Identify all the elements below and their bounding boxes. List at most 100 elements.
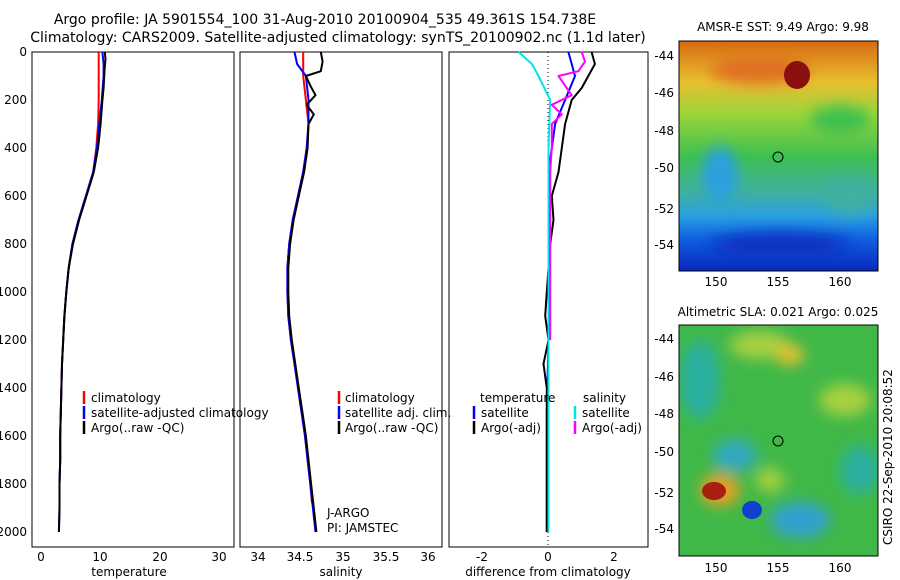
low-anomaly bbox=[840, 446, 878, 494]
difference-x-axis: -2 0 2 difference from climatology bbox=[465, 550, 631, 579]
series-line-argo-raw-qc bbox=[287, 51, 324, 533]
low-anomaly bbox=[680, 340, 720, 420]
lat-tick: -54 bbox=[654, 522, 674, 536]
cold-patch bbox=[710, 233, 850, 257]
depth-tick: 200 bbox=[4, 93, 27, 107]
x-tick: 0 bbox=[544, 550, 552, 564]
low-anomaly bbox=[713, 439, 757, 471]
low-anomaly bbox=[770, 502, 830, 538]
temperature-x-label: temperature bbox=[91, 565, 166, 579]
sst-map bbox=[679, 41, 878, 271]
x-tick: 0 bbox=[37, 550, 45, 564]
sla-texture bbox=[680, 331, 878, 538]
lon-tick: 160 bbox=[829, 561, 852, 575]
x-tick: 2 bbox=[610, 550, 618, 564]
depth-tick: 0 bbox=[19, 45, 27, 59]
salinity-x-label: salinity bbox=[319, 565, 362, 579]
lat-tick: -52 bbox=[654, 486, 674, 500]
depth-tick: 400 bbox=[4, 141, 27, 155]
difference-legend-temperature: temperature satellite Argo(-adj) bbox=[472, 391, 555, 435]
lon-tick: 155 bbox=[767, 275, 790, 289]
depth-tick: 2000 bbox=[0, 525, 27, 539]
lat-tick: -50 bbox=[654, 445, 674, 459]
difference-profile-lines bbox=[517, 51, 596, 532]
sla-map-frame bbox=[678, 324, 879, 557]
warm-eddy bbox=[784, 61, 810, 89]
x-tick: 34 bbox=[250, 550, 265, 564]
high-anomaly bbox=[730, 331, 790, 359]
legend-label: Argo(-adj) bbox=[582, 421, 642, 435]
lon-tick: 150 bbox=[705, 275, 728, 289]
argo-position-marker bbox=[772, 151, 784, 163]
figure-title-line2: Climatology: CARS2009. Satellite-adjuste… bbox=[30, 30, 645, 46]
x-tick: 30 bbox=[211, 550, 226, 564]
figure-title-line1: Argo profile: JA 5901554_100 31-Aug-2010… bbox=[54, 12, 596, 28]
legend-label: climatology bbox=[345, 391, 415, 405]
salinity-x-axis: 34 34.5 35 35.5 36 salinity bbox=[250, 550, 435, 579]
x-tick: -2 bbox=[476, 550, 488, 564]
lon-tick: 160 bbox=[829, 275, 852, 289]
legend-label: satellite bbox=[481, 406, 529, 420]
warm-patch bbox=[810, 106, 870, 134]
positive-eddy bbox=[702, 482, 726, 500]
x-tick: 36 bbox=[420, 550, 435, 564]
x-tick: 35 bbox=[335, 550, 350, 564]
salinity-profile-lines bbox=[286, 51, 324, 533]
legend-heading: temperature bbox=[480, 391, 555, 405]
lat-tick: -44 bbox=[654, 332, 674, 346]
legend-label: Argo(-adj) bbox=[481, 421, 541, 435]
depth-tick: 1000 bbox=[0, 285, 27, 299]
high-anomaly bbox=[756, 468, 784, 492]
float-pi-label: PI: JAMSTEC bbox=[327, 521, 398, 535]
lat-tick: -48 bbox=[654, 407, 674, 421]
x-tick: 10 bbox=[92, 550, 107, 564]
x-tick: 20 bbox=[152, 550, 167, 564]
legend-label: satellite bbox=[582, 406, 630, 420]
lon-tick: 155 bbox=[767, 561, 790, 575]
sst-map-axes: -44 -46 -48 -50 -52 -54 150 155 160 bbox=[654, 49, 851, 289]
sst-map-title: AMSR-E SST: 9.49 Argo: 9.98 bbox=[697, 20, 869, 34]
series-line-salinity-satellite bbox=[517, 51, 552, 532]
lat-tick: -46 bbox=[654, 370, 674, 384]
lat-tick: -50 bbox=[654, 161, 674, 175]
legend-label: satellite adj. clim. bbox=[345, 406, 451, 420]
depth-tick: 1800 bbox=[0, 477, 27, 491]
depth-tick: 1200 bbox=[0, 333, 27, 347]
series-line-argo-raw-qc bbox=[57, 51, 107, 533]
lat-tick: -54 bbox=[654, 238, 674, 252]
depth-tick: 600 bbox=[4, 189, 27, 203]
sla-map bbox=[679, 325, 878, 556]
sst-map-frame bbox=[678, 40, 879, 272]
difference-x-label: difference from climatology bbox=[465, 565, 631, 579]
temperature-legend: climatology satellite-adjusted climatolo… bbox=[82, 391, 269, 435]
series-line-salinity-argo-adj bbox=[549, 51, 586, 340]
x-tick: 35.5 bbox=[373, 550, 400, 564]
lat-tick: -52 bbox=[654, 202, 674, 216]
lat-tick: -46 bbox=[654, 86, 674, 100]
negative-eddy bbox=[742, 501, 762, 519]
high-anomaly bbox=[819, 384, 871, 416]
legend-label: Argo(..raw -QC) bbox=[345, 421, 438, 435]
high-anomaly bbox=[776, 345, 804, 365]
lon-tick: 150 bbox=[705, 561, 728, 575]
argo-position-marker bbox=[772, 435, 784, 447]
cold-patch bbox=[825, 177, 875, 213]
depth-tick: 1400 bbox=[0, 381, 27, 395]
sst-texture bbox=[702, 56, 875, 257]
temperature-profile-lines bbox=[57, 51, 107, 533]
legend-label: satellite-adjusted climatology bbox=[91, 406, 269, 420]
float-program-label: J-ARGO bbox=[326, 506, 369, 520]
credit-stamp: CSIRO 22-Sep-2010 20:08:52 bbox=[881, 369, 895, 545]
legend-label: climatology bbox=[91, 391, 161, 405]
temperature-panel bbox=[31, 51, 235, 548]
salinity-legend: climatology satellite adj. clim. Argo(..… bbox=[337, 391, 451, 435]
lat-tick: -48 bbox=[654, 124, 674, 138]
depth-axis: 0 200 400 600 800 1000 1200 1400 1600 18… bbox=[0, 45, 27, 539]
cold-patch bbox=[702, 147, 738, 203]
difference-legend-salinity: salinity satellite Argo(-adj) bbox=[573, 391, 642, 435]
sla-map-title: Altimetric SLA: 0.021 Argo: 0.025 bbox=[678, 305, 879, 319]
salinity-panel bbox=[239, 51, 443, 548]
temperature-x-axis: 0 10 20 30 temperature bbox=[37, 550, 226, 579]
legend-heading: salinity bbox=[583, 391, 626, 405]
